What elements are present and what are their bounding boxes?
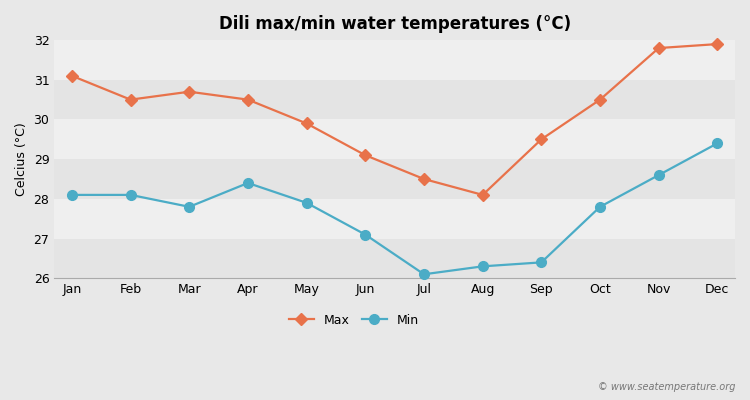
- Bar: [54, 80, 735, 120]
- Max: [126, 97, 135, 102]
- Min: [596, 204, 604, 209]
- Max: [596, 97, 604, 102]
- Max: [68, 74, 76, 78]
- Legend: Max, Min: Max, Min: [284, 308, 424, 332]
- Max: [361, 153, 370, 158]
- Min: [126, 192, 135, 197]
- Min: [361, 232, 370, 237]
- Min: [654, 173, 663, 178]
- Bar: [54, 120, 735, 159]
- Title: Dili max/min water temperatures (°C): Dili max/min water temperatures (°C): [218, 15, 571, 33]
- Bar: [54, 238, 735, 278]
- Min: [537, 260, 546, 265]
- Max: [244, 97, 253, 102]
- Min: [478, 264, 488, 269]
- Bar: [54, 40, 735, 80]
- Max: [713, 42, 722, 46]
- Max: [184, 89, 194, 94]
- Bar: [54, 159, 735, 199]
- Min: [184, 204, 194, 209]
- Min: [713, 141, 722, 146]
- Max: [478, 192, 488, 197]
- Max: [302, 121, 311, 126]
- Line: Min: Min: [67, 138, 722, 279]
- Line: Max: Max: [68, 40, 722, 199]
- Max: [537, 137, 546, 142]
- Min: [244, 180, 253, 185]
- Bar: [54, 199, 735, 238]
- Max: [419, 177, 428, 182]
- Text: © www.seatemperature.org: © www.seatemperature.org: [598, 382, 735, 392]
- Max: [654, 46, 663, 50]
- Min: [68, 192, 76, 197]
- Min: [419, 272, 428, 277]
- Min: [302, 200, 311, 205]
- Y-axis label: Celcius (°C): Celcius (°C): [15, 122, 28, 196]
